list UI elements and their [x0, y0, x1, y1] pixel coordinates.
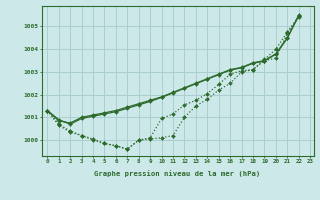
X-axis label: Graphe pression niveau de la mer (hPa): Graphe pression niveau de la mer (hPa): [94, 170, 261, 177]
